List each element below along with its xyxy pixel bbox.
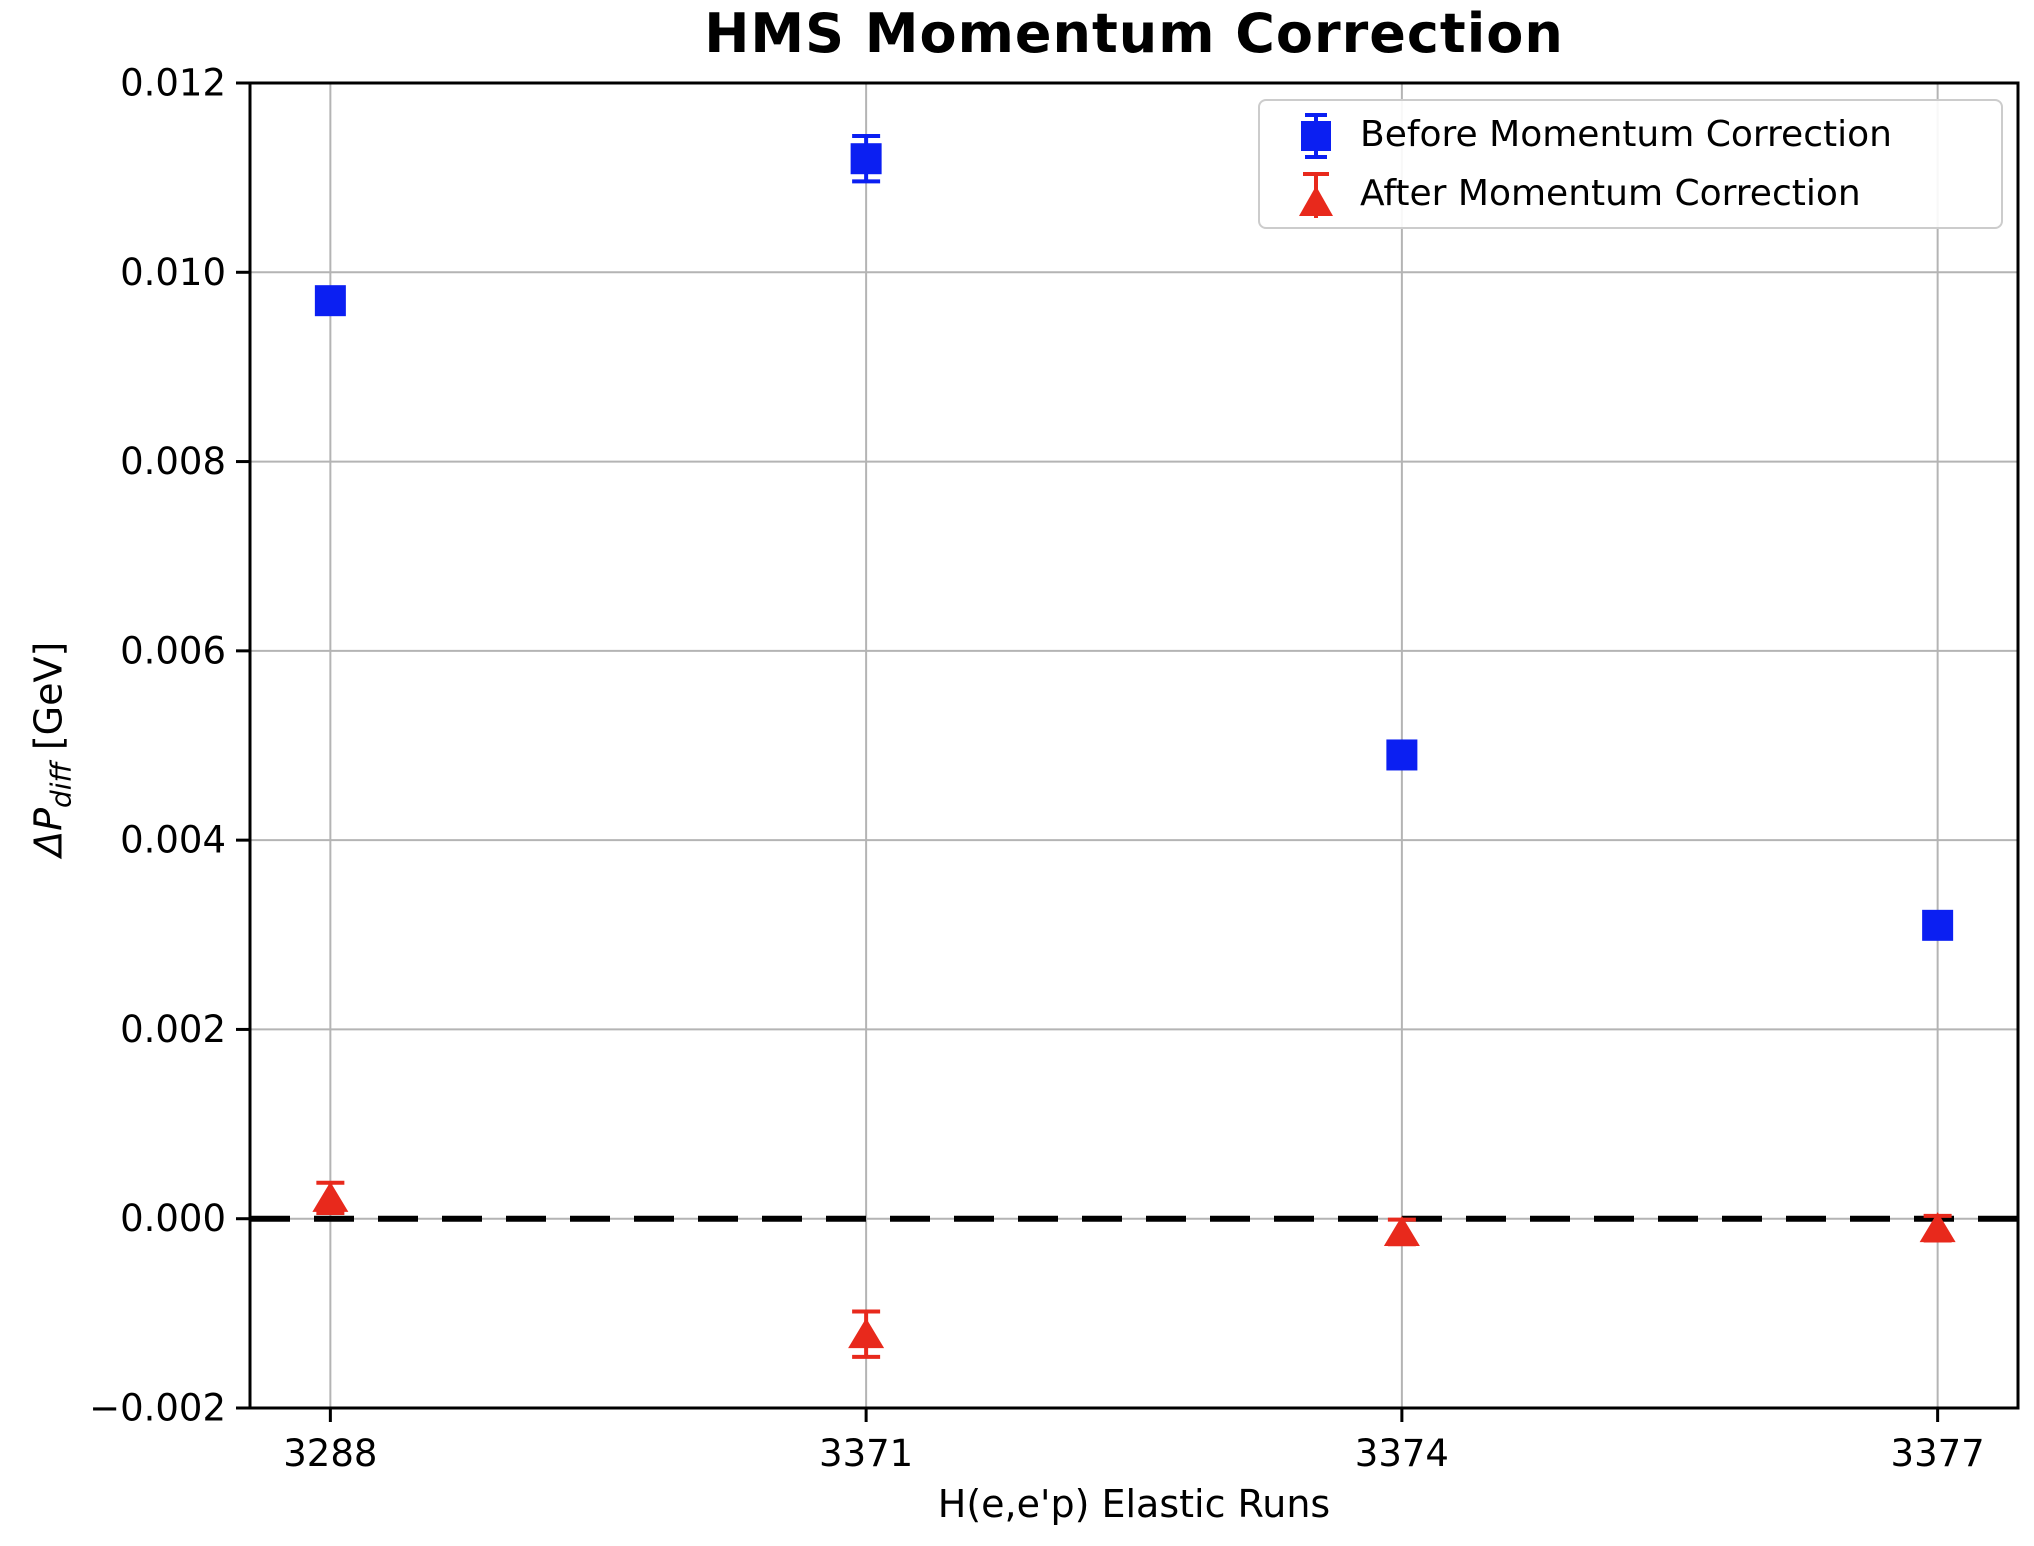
y-tick-label: 0.000: [120, 1197, 226, 1240]
y-axis-label-subscript: diff: [44, 762, 78, 808]
y-tick-label: 0.006: [120, 629, 226, 672]
x-tick-label: 3288: [283, 1432, 377, 1475]
legend-label-after: After Momentum Correction: [1360, 173, 1861, 214]
data-point-triangle: [1919, 1212, 1956, 1243]
chart-title: HMS Momentum Correction: [704, 2, 1564, 65]
data-point-square: [314, 285, 346, 317]
y-tick-label: 0.004: [120, 819, 226, 862]
legend: Before Momentum Correction After Momentu…: [1258, 99, 2003, 229]
y-axis-label: ΔPdiff [GeV]: [27, 549, 78, 949]
data-point-square: [850, 143, 882, 175]
x-tick-label: 3371: [819, 1432, 913, 1475]
x-axis-label: H(e,e'p) Elastic Runs: [937, 1482, 1331, 1526]
data-point-triangle: [848, 1318, 885, 1349]
data-point-square: [1386, 739, 1418, 771]
axes-spines: [248, 81, 2020, 1410]
legend-item-after: After Momentum Correction: [1260, 166, 2001, 222]
legend-label-before: Before Momentum Correction: [1360, 114, 1892, 155]
y-tick-label: 0.010: [120, 251, 226, 294]
triangle-errorbar-icon: [1299, 171, 1333, 218]
y-tick-label: 0.012: [120, 62, 226, 105]
y-tick-label: 0.002: [120, 1008, 226, 1051]
y-axis-label-symbol: ΔP: [26, 808, 71, 857]
data-point-triangle: [1383, 1215, 1420, 1246]
y-tick-label: 0.008: [120, 440, 226, 483]
square-errorbar-icon: [1301, 112, 1331, 159]
data-point-triangle: [312, 1181, 349, 1212]
legend-item-before: Before Momentum Correction: [1260, 107, 2001, 163]
data-point-square: [1922, 909, 1954, 941]
y-axis-label-unit: [GeV]: [26, 641, 71, 763]
x-tick-label: 3377: [1891, 1432, 1985, 1475]
x-tick-label: 3374: [1355, 1432, 1449, 1475]
y-tick-label: −0.002: [89, 1387, 226, 1430]
